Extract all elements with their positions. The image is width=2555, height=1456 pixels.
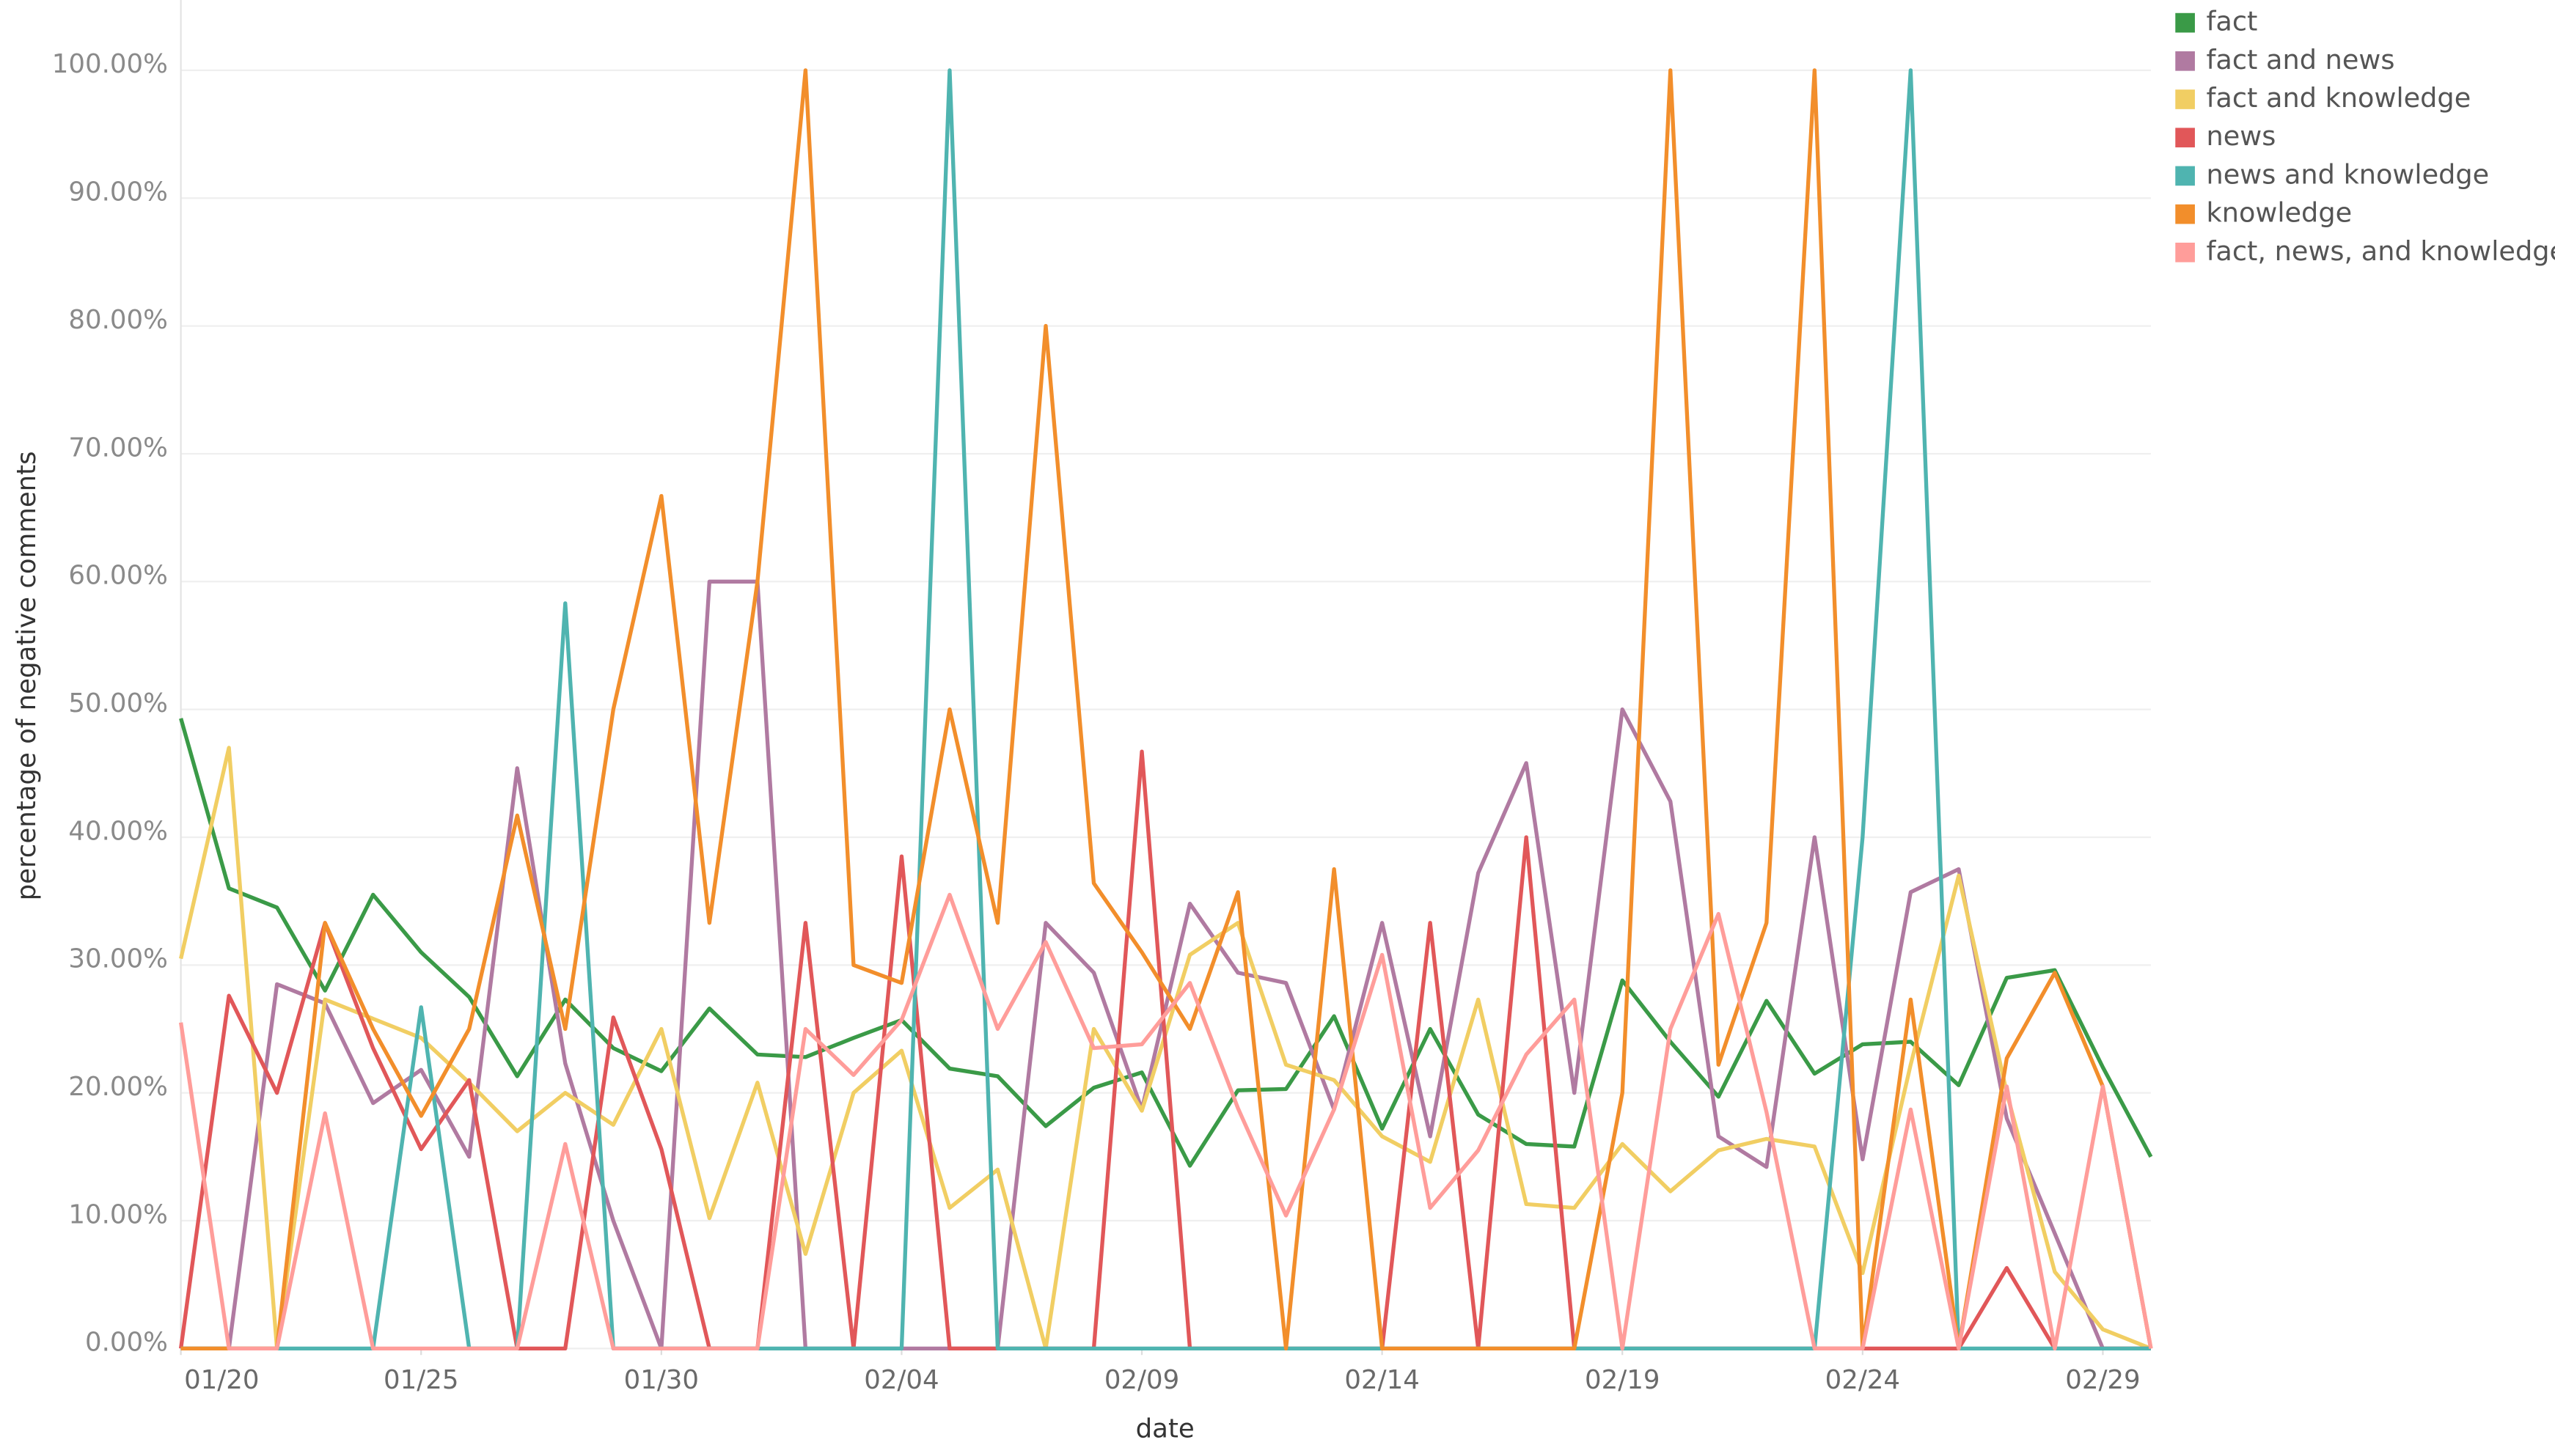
x-tick-label: 02/09 — [1104, 1365, 1179, 1395]
series-line — [178, 892, 2153, 1351]
legend-label: fact — [2207, 6, 2258, 37]
legend-label: knowledge — [2207, 197, 2353, 229]
x-tick-label: 01/25 — [384, 1365, 458, 1395]
series-line — [179, 718, 2153, 1168]
x-tick-label: 01/20 — [184, 1365, 259, 1395]
y-tick-label: 10.00% — [68, 1199, 167, 1229]
legend-label: fact and news — [2207, 44, 2395, 76]
y-tick-label: 50.00% — [68, 688, 167, 718]
x-tick-label: 02/04 — [864, 1365, 939, 1395]
legend-label: news — [2207, 120, 2276, 152]
legend-label: fact and knowledge — [2207, 82, 2471, 114]
y-tick-label: 100.00% — [52, 49, 168, 79]
legend-swatch — [2175, 128, 2195, 148]
y-tick-label: 40.00% — [68, 816, 167, 846]
legend-label: fact, news, and knowledge — [2207, 235, 2555, 267]
x-tick-label: 02/24 — [1825, 1365, 1900, 1395]
y-tick-label: 0.00% — [85, 1328, 168, 1358]
legend-swatch — [2175, 243, 2195, 262]
legend-swatch — [2175, 51, 2195, 71]
y-tick-label: 30.00% — [68, 944, 167, 974]
x-tick-label: 02/14 — [1344, 1365, 1419, 1395]
y-tick-label: 80.00% — [68, 305, 167, 335]
legend-swatch — [2175, 89, 2195, 109]
series-line — [180, 579, 2151, 1351]
x-tick-label: 02/19 — [1585, 1365, 1660, 1395]
y-tick-label: 70.00% — [68, 433, 167, 463]
legend-label: news and knowledge — [2207, 158, 2490, 190]
legend-swatch — [2175, 166, 2195, 186]
y-axis-title: percentage of negative comments — [12, 451, 42, 900]
y-tick-label: 20.00% — [68, 1072, 167, 1102]
y-tick-label: 60.00% — [68, 561, 167, 591]
series-line — [180, 68, 2153, 1351]
legend-swatch — [2175, 204, 2195, 224]
x-axis-title: date — [1136, 1413, 1195, 1444]
x-tick-label: 02/29 — [2065, 1365, 2140, 1395]
legend-swatch — [2175, 12, 2195, 33]
y-tick-label: 90.00% — [68, 177, 167, 207]
x-tick-label: 01/30 — [624, 1365, 699, 1395]
